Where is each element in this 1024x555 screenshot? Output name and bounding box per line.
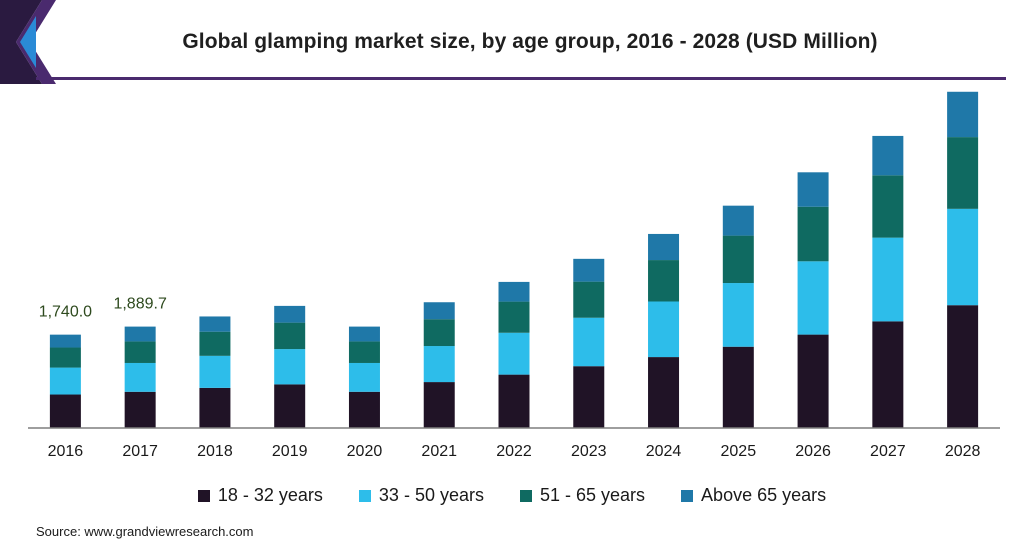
source-note: Source: www.grandviewresearch.com: [36, 524, 254, 539]
legend-label-0: 18 - 32 years: [217, 485, 323, 505]
bar-segment-2023-s0: [573, 366, 605, 428]
bar-segment-2018-s2: [199, 331, 231, 356]
bar-segment-2018-s1: [199, 355, 231, 388]
bar-segment-2016-s2: [49, 347, 81, 368]
bar-segment-2017-s1: [124, 362, 156, 392]
bar-segment-2019-s1: [274, 349, 306, 385]
bar-segment-2022-s2: [498, 301, 530, 333]
data-label-2017: 1,889.7: [113, 296, 166, 313]
bar-segment-2027-s1: [872, 237, 904, 322]
bar-segment-2023-s1: [573, 317, 605, 367]
bar-segment-2021-s3: [423, 302, 455, 320]
bar-segment-2023-s2: [573, 281, 605, 318]
brand-logo: [0, 0, 56, 84]
x-tick-label-2016: 2016: [48, 443, 84, 460]
bar-segment-2025-s2: [722, 235, 754, 284]
bar-segment-2028-s3: [947, 91, 979, 138]
bar-segment-2026-s1: [797, 261, 829, 335]
bar-segment-2025-s3: [722, 205, 754, 236]
bar-segment-2020-s2: [348, 341, 380, 363]
bar-segment-2020-s3: [348, 326, 380, 342]
bar-segment-2027-s3: [872, 135, 904, 176]
bar-segment-2019-s3: [274, 305, 306, 323]
bar-segment-2021-s2: [423, 319, 455, 347]
bar-segment-2028-s0: [947, 305, 979, 428]
x-tick-label-2022: 2022: [496, 443, 532, 460]
legend-label-2: 51 - 65 years: [539, 485, 646, 505]
bar-segment-2023-s3: [573, 258, 605, 282]
bar-segment-2024-s0: [648, 357, 680, 428]
x-tick-label-2024: 2024: [646, 443, 682, 460]
bar-segment-2017-s0: [124, 391, 156, 428]
x-tick-label-2018: 2018: [197, 443, 233, 460]
x-tick-label-2026: 2026: [795, 443, 831, 460]
bar-segment-2019-s0: [274, 384, 306, 428]
legend-swatch-3: [681, 489, 694, 502]
bar-segment-2025-s0: [722, 346, 754, 428]
x-tick-label-2028: 2028: [945, 443, 981, 460]
bar-segment-2018-s3: [199, 316, 231, 332]
bar-segment-2019-s2: [274, 322, 306, 350]
bar-segment-2024-s3: [648, 233, 680, 261]
x-tick-label-2019: 2019: [272, 443, 308, 460]
bar-segment-2028-s2: [947, 137, 979, 209]
bar-segment-2022-s1: [498, 332, 530, 375]
chart-legend: 18 - 32 years 33 - 50 years 51 - 65 years A…: [0, 485, 1024, 506]
legend-item-0: 18 - 32 years: [197, 485, 323, 506]
legend-label-1: 33 - 50 years: [378, 485, 484, 505]
bar-segment-2026-s0: [797, 334, 829, 428]
bar-segment-2027-s2: [872, 175, 904, 238]
bar-segment-2020-s1: [348, 362, 380, 392]
bar-segment-2022-s3: [498, 281, 530, 302]
bar-segment-2022-s0: [498, 374, 530, 428]
bar-segment-2024-s1: [648, 301, 680, 358]
x-tick-label-2027: 2027: [870, 443, 906, 460]
bar-segment-2027-s0: [872, 321, 904, 428]
bar-segment-2026-s2: [797, 206, 829, 262]
legend-label-3: Above 65 years: [701, 485, 827, 505]
bar-segment-2016-s1: [49, 367, 81, 395]
stacked-bar-chart: 2016 2017 2018 2019 2020 2021 2022 2023 2024 2025…: [28, 91, 1000, 460]
x-tick-label-2023: 2023: [571, 443, 607, 460]
x-tick-label-2020: 2020: [347, 443, 383, 460]
legend-swatch-1: [358, 489, 371, 502]
bar-segment-2020-s0: [348, 391, 380, 428]
bar-segment-2018-s0: [199, 387, 231, 428]
bar-segment-2026-s3: [797, 172, 829, 207]
bar-segment-2021-s0: [423, 382, 455, 428]
x-tick-label-2017: 2017: [122, 443, 158, 460]
legend-item-3: Above 65 years: [681, 485, 826, 506]
bar-segment-2025-s1: [722, 283, 754, 347]
x-tick-label-2025: 2025: [721, 443, 757, 460]
legend-item-1: 33 - 50 years: [358, 485, 484, 506]
bar-segment-2016-s0: [49, 394, 81, 428]
legend-swatch-2: [519, 489, 532, 502]
bar-segment-2028-s1: [947, 208, 979, 306]
legend-swatch-0: [197, 489, 210, 502]
bar-segment-2017-s3: [124, 326, 156, 342]
x-tick-label-2021: 2021: [421, 443, 457, 460]
chart-title: Global glamping market size, by age grou…: [182, 30, 878, 53]
title-divider: [36, 77, 1006, 80]
bar-segment-2017-s2: [124, 341, 156, 363]
bar-segment-2021-s1: [423, 346, 455, 383]
bar-segment-2024-s2: [648, 260, 680, 302]
bar-segment-2016-s3: [49, 334, 81, 348]
data-label-2016: 1,740.0: [39, 304, 92, 321]
legend-item-2: 51 - 65 years: [519, 485, 646, 506]
